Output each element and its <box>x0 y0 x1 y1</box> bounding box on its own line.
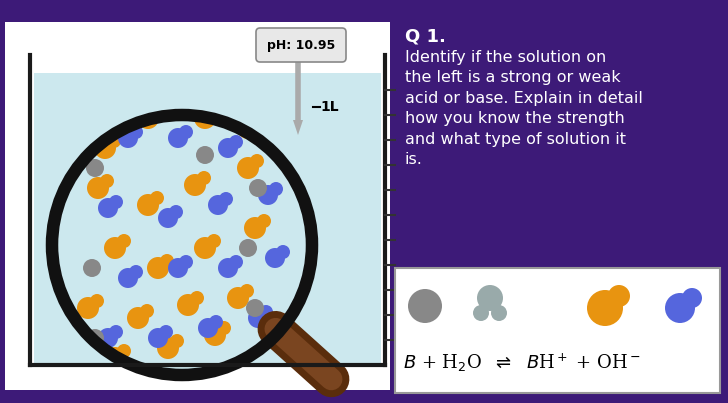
Circle shape <box>109 195 123 209</box>
Circle shape <box>104 237 126 259</box>
FancyBboxPatch shape <box>5 22 390 390</box>
Circle shape <box>265 248 285 268</box>
Circle shape <box>473 305 489 321</box>
FancyBboxPatch shape <box>34 73 381 365</box>
Circle shape <box>219 192 233 206</box>
Circle shape <box>196 146 214 164</box>
Circle shape <box>157 337 179 359</box>
Circle shape <box>587 290 623 326</box>
Circle shape <box>140 304 154 318</box>
Circle shape <box>117 344 131 358</box>
Circle shape <box>137 194 159 216</box>
Circle shape <box>150 104 164 118</box>
Circle shape <box>229 135 243 149</box>
FancyBboxPatch shape <box>256 28 346 62</box>
Circle shape <box>477 285 503 311</box>
Circle shape <box>240 284 254 298</box>
Circle shape <box>258 185 278 205</box>
Circle shape <box>94 137 116 159</box>
Circle shape <box>83 259 101 277</box>
Circle shape <box>197 171 211 185</box>
Circle shape <box>158 208 178 228</box>
Circle shape <box>194 107 216 129</box>
Circle shape <box>218 138 238 158</box>
Text: pH: 10.95: pH: 10.95 <box>267 39 335 52</box>
Circle shape <box>160 254 174 268</box>
FancyBboxPatch shape <box>395 268 720 393</box>
Circle shape <box>137 107 159 129</box>
Circle shape <box>168 258 188 278</box>
Circle shape <box>248 308 268 328</box>
Circle shape <box>257 214 271 228</box>
Circle shape <box>208 195 228 215</box>
Circle shape <box>129 125 143 139</box>
Circle shape <box>118 128 138 148</box>
Circle shape <box>207 104 221 118</box>
Circle shape <box>127 307 149 329</box>
Circle shape <box>246 299 264 317</box>
Circle shape <box>184 174 206 196</box>
Circle shape <box>118 268 138 288</box>
Circle shape <box>250 114 264 128</box>
Circle shape <box>77 297 99 319</box>
Circle shape <box>249 179 267 197</box>
Circle shape <box>217 321 231 335</box>
Circle shape <box>237 157 259 179</box>
Circle shape <box>279 135 293 149</box>
Circle shape <box>207 234 221 248</box>
Circle shape <box>87 177 109 199</box>
Circle shape <box>218 258 238 278</box>
Circle shape <box>169 205 183 219</box>
Circle shape <box>168 128 188 148</box>
Circle shape <box>190 291 204 305</box>
Circle shape <box>98 328 118 348</box>
Circle shape <box>259 305 273 319</box>
Circle shape <box>179 125 193 139</box>
Circle shape <box>86 329 104 347</box>
Circle shape <box>491 305 507 321</box>
Circle shape <box>198 318 218 338</box>
Circle shape <box>159 325 173 339</box>
Circle shape <box>239 239 257 257</box>
Circle shape <box>269 182 283 196</box>
Circle shape <box>608 285 630 307</box>
Circle shape <box>209 315 223 329</box>
Circle shape <box>98 198 118 218</box>
Text: $\mathit{B}$ + H$_2$O  $\rightleftharpoons$  $\mathit{B}$H$^+$ + OH$^-$: $\mathit{B}$ + H$_2$O $\rightleftharpoon… <box>403 352 641 374</box>
Circle shape <box>109 325 123 339</box>
Circle shape <box>100 174 114 188</box>
Circle shape <box>194 237 216 259</box>
Circle shape <box>107 134 121 148</box>
Circle shape <box>104 347 126 369</box>
Circle shape <box>177 294 199 316</box>
Circle shape <box>147 257 169 279</box>
Circle shape <box>86 159 104 177</box>
Circle shape <box>237 117 259 139</box>
Circle shape <box>229 255 243 269</box>
Text: 1L: 1L <box>320 100 339 114</box>
Circle shape <box>682 288 702 308</box>
Circle shape <box>179 255 193 269</box>
Circle shape <box>250 154 264 168</box>
Circle shape <box>665 293 695 323</box>
Circle shape <box>204 324 226 346</box>
Circle shape <box>170 334 184 348</box>
Circle shape <box>52 115 312 375</box>
Circle shape <box>276 245 290 259</box>
Circle shape <box>129 265 143 279</box>
Circle shape <box>268 138 288 158</box>
Text: Identify if the solution on
the left is a strong or weak
acid or base. Explain i: Identify if the solution on the left is … <box>405 50 643 167</box>
Polygon shape <box>293 120 303 135</box>
Circle shape <box>148 328 168 348</box>
Circle shape <box>227 287 249 309</box>
Text: Q 1.: Q 1. <box>405 28 446 46</box>
Circle shape <box>150 191 164 205</box>
Circle shape <box>408 289 442 323</box>
Circle shape <box>90 294 104 308</box>
Circle shape <box>244 217 266 239</box>
Circle shape <box>117 234 131 248</box>
